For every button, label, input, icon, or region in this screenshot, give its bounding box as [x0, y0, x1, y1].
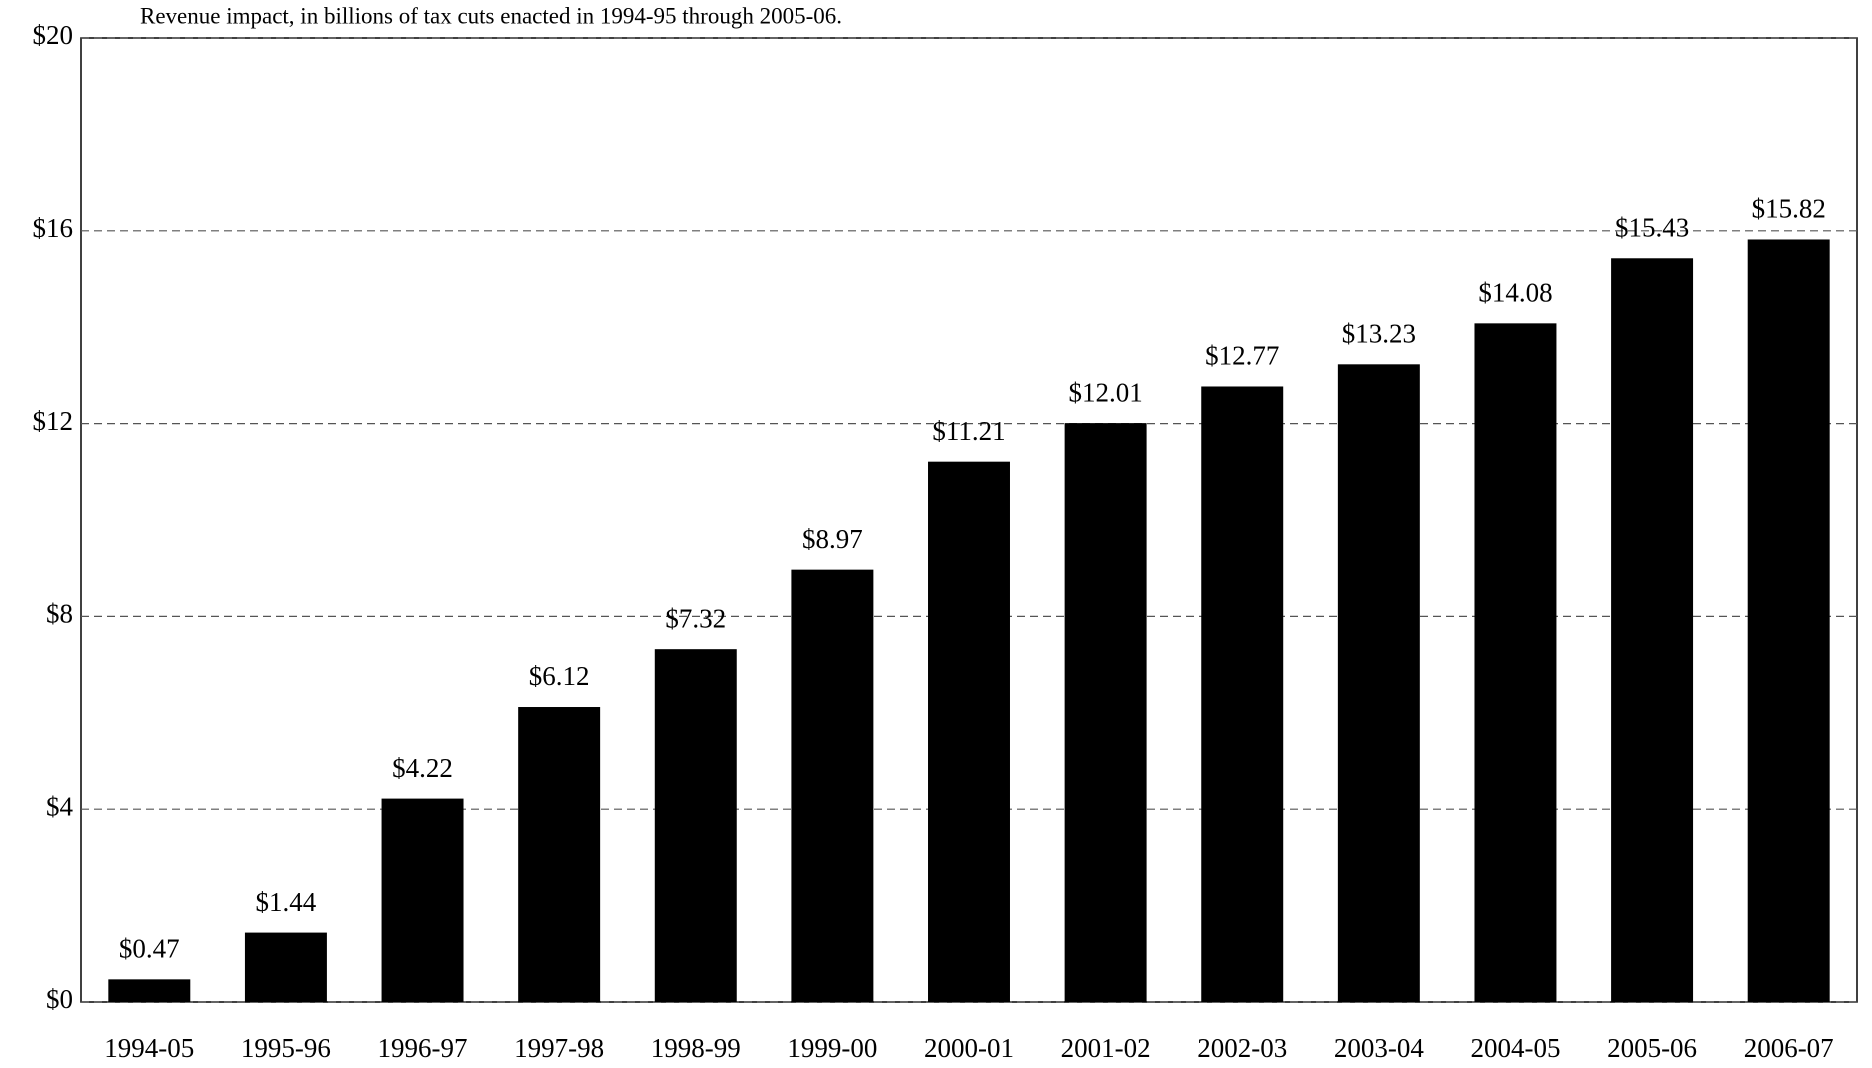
value-label: $6.12 — [529, 661, 590, 691]
value-label: $8.97 — [802, 524, 863, 554]
bar — [1474, 323, 1557, 1002]
value-label: $12.01 — [1068, 377, 1142, 407]
x-tick-label: 2002-03 — [1197, 1033, 1287, 1063]
bar — [654, 649, 737, 1002]
value-label: $1.44 — [256, 887, 317, 917]
y-tick-label: $20 — [33, 20, 74, 50]
x-tick-label: 1999-00 — [787, 1033, 877, 1063]
bar — [244, 932, 327, 1002]
value-label: $12.77 — [1205, 341, 1279, 371]
x-tick-label: 1995-96 — [241, 1033, 331, 1063]
bar — [791, 569, 874, 1002]
bar — [1201, 386, 1284, 1003]
bar — [1747, 239, 1830, 1002]
bar — [1064, 423, 1147, 1002]
value-label: $0.47 — [119, 934, 180, 964]
value-label: $4.22 — [392, 753, 453, 783]
x-tick-label: 1998-99 — [651, 1033, 741, 1063]
value-label: $14.08 — [1478, 278, 1552, 308]
y-tick-label: $0 — [46, 984, 73, 1014]
x-tick-label: 1994-05 — [104, 1033, 194, 1063]
x-tick-label: 2006-07 — [1744, 1033, 1834, 1063]
x-tick-label: 1996-97 — [378, 1033, 468, 1063]
y-tick-label: $12 — [33, 406, 74, 436]
y-tick-label: $16 — [33, 213, 74, 243]
x-tick-label: 1997-98 — [514, 1033, 604, 1063]
bar — [108, 979, 191, 1002]
bar — [518, 707, 601, 1002]
value-label: $15.43 — [1615, 212, 1689, 242]
bar — [928, 461, 1010, 1003]
x-tick-label: 2004-05 — [1470, 1033, 1560, 1063]
x-tick-label: 2001-02 — [1061, 1033, 1151, 1063]
value-label: $11.21 — [932, 416, 1005, 446]
x-tick-label: 2003-04 — [1334, 1033, 1424, 1063]
value-label: $15.82 — [1752, 194, 1826, 224]
bar — [1337, 364, 1420, 1003]
y-tick-label: $8 — [46, 599, 73, 629]
chart-subtitle: Revenue impact, in billions of tax cuts … — [140, 3, 842, 28]
x-tick-label: 2000-01 — [924, 1033, 1014, 1063]
x-tick-label: 2005-06 — [1607, 1033, 1697, 1063]
value-label: $13.23 — [1342, 319, 1416, 349]
y-tick-label: $4 — [46, 791, 74, 821]
bar — [381, 798, 464, 1002]
bar — [1611, 258, 1694, 1002]
value-label: $7.32 — [665, 603, 726, 633]
